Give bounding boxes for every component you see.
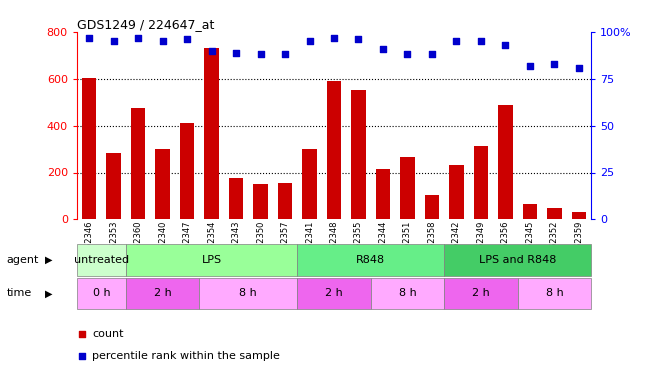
Text: time: time [7,288,32,298]
Point [353,36,364,42]
Point [77,353,88,359]
Bar [126,244,297,276]
Point [304,38,315,44]
Bar [228,178,243,219]
Text: 2 h: 2 h [472,288,490,298]
Text: percentile rank within the sample: percentile rank within the sample [92,351,280,361]
Bar [522,204,537,219]
Bar [518,278,591,309]
Point [524,63,535,69]
Text: count: count [92,329,124,339]
Bar [547,208,562,219]
Point [451,38,462,44]
Point [280,51,291,57]
Text: 8 h: 8 h [546,288,563,298]
Bar [199,278,297,309]
Bar [204,48,219,219]
Bar [444,244,591,276]
Text: ▶: ▶ [45,288,53,298]
Bar [449,165,464,219]
Bar [180,123,194,219]
Point [255,51,266,57]
Text: untreated: untreated [73,255,129,265]
Text: LPS and R848: LPS and R848 [479,255,556,265]
Text: 0 h: 0 h [92,288,110,298]
Point [182,36,192,42]
Bar [351,90,366,219]
Point [377,46,388,52]
Point [108,38,119,44]
Point [133,34,144,40]
Bar [375,169,390,219]
Bar [444,278,518,309]
Bar [81,78,96,219]
Bar [77,278,126,309]
Point [402,51,413,57]
Bar [297,244,444,276]
Point [206,48,217,54]
Point [84,34,94,40]
Point [329,34,339,40]
Bar [327,81,341,219]
Text: 2 h: 2 h [325,288,343,298]
Text: GDS1249 / 224647_at: GDS1249 / 224647_at [77,18,214,31]
Text: 8 h: 8 h [239,288,257,298]
Bar [278,183,293,219]
Bar [126,278,199,309]
Point [230,50,241,55]
Text: LPS: LPS [202,255,222,265]
Text: agent: agent [7,255,39,265]
Point [549,61,560,67]
Point [574,64,584,70]
Bar [131,108,146,219]
Bar [425,195,440,219]
Point [500,42,511,48]
Text: 2 h: 2 h [154,288,172,298]
Point [427,51,438,57]
Text: 8 h: 8 h [399,288,416,298]
Point [157,38,168,44]
Point [476,38,486,44]
Bar [253,184,268,219]
Bar [572,212,587,219]
Bar [297,278,371,309]
Bar [77,244,126,276]
Text: ▶: ▶ [45,255,53,265]
Point [77,331,88,337]
Bar [400,157,415,219]
Bar [106,153,121,219]
Text: R848: R848 [356,255,385,265]
Bar [371,278,444,309]
Bar [474,146,488,219]
Bar [498,105,513,219]
Bar [155,149,170,219]
Bar [302,149,317,219]
